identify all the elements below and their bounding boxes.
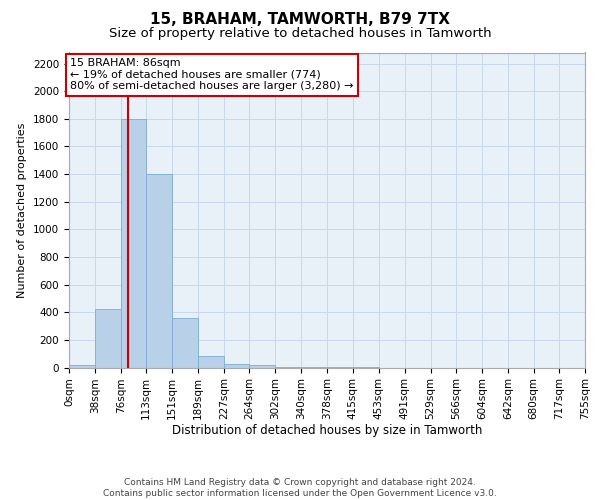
Bar xyxy=(250,366,275,368)
Text: 15 BRAHAM: 86sqm
← 19% of detached houses are smaller (774)
80% of semi-detached: 15 BRAHAM: 86sqm ← 19% of detached house… xyxy=(70,58,354,91)
Bar xyxy=(224,364,250,368)
Bar xyxy=(275,367,301,368)
Bar xyxy=(172,318,198,368)
Bar xyxy=(121,119,146,368)
Y-axis label: Number of detached properties: Number of detached properties xyxy=(17,122,28,298)
Bar xyxy=(69,364,95,368)
Text: Size of property relative to detached houses in Tamworth: Size of property relative to detached ho… xyxy=(109,28,491,40)
Bar xyxy=(95,310,121,368)
Text: 15, BRAHAM, TAMWORTH, B79 7TX: 15, BRAHAM, TAMWORTH, B79 7TX xyxy=(150,12,450,28)
Text: Contains HM Land Registry data © Crown copyright and database right 2024.
Contai: Contains HM Land Registry data © Crown c… xyxy=(103,478,497,498)
X-axis label: Distribution of detached houses by size in Tamworth: Distribution of detached houses by size … xyxy=(172,424,482,436)
Bar xyxy=(146,174,172,368)
Bar xyxy=(198,356,224,368)
